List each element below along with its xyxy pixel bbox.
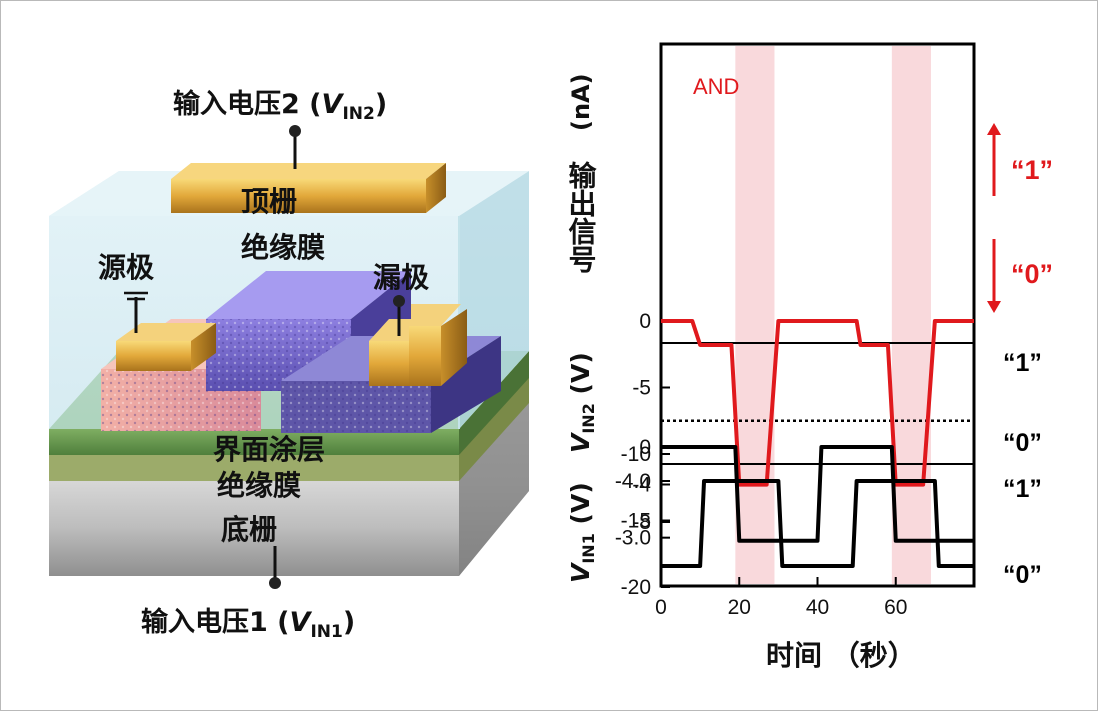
input-voltage-2-label: 输入电压2 (VIN2) <box>173 88 387 124</box>
axis-ticks: 0 -5 -10 -15 -20 -8 -4 0 -4.0 -3.0 0 20 40 60 <box>615 310 908 619</box>
xtick-label: 40 <box>806 596 829 619</box>
vin1-state-high: “1” <box>1003 475 1042 503</box>
xtick-label: 20 <box>728 596 751 619</box>
logic-timing-chart: 0 -5 -10 -15 -20 -8 -4 0 -4.0 -3.0 0 20 40 60 AND “1”… <box>565 42 1053 672</box>
output-ylabel-unit: (nA) <box>567 73 595 131</box>
device-illustration <box>49 125 529 589</box>
vin2-ylabel: VIN2 (V) <box>566 352 598 453</box>
output-state-low: “0” <box>1011 259 1053 289</box>
vin1-trace <box>661 479 974 568</box>
ytick-label: -20 <box>621 576 651 599</box>
bottom-insulator-label: 绝缘膜 <box>217 469 301 502</box>
input-voltage-1-label: 输入电压1 (VIN1) <box>141 606 355 642</box>
highlight-band-2 <box>891 46 931 584</box>
interface-coating-label: 界面涂层 <box>213 433 325 466</box>
highlight-band-1 <box>735 46 775 584</box>
vin2-state-low: “0” <box>1003 429 1042 457</box>
vin1-state-low: “0” <box>1003 561 1042 589</box>
ytick-label: 0 <box>639 436 651 459</box>
xtick-label: 60 <box>884 596 907 619</box>
bottom-gate-label: 底栅 <box>221 513 277 546</box>
drain-label: 漏极 <box>373 261 429 294</box>
output-state-high: “1” <box>1011 155 1053 185</box>
bottom-insulator-layer <box>49 376 529 481</box>
bottom-gate-layer <box>49 401 529 576</box>
ytick-label: -10 <box>621 443 651 466</box>
ytick-label: -4 <box>632 474 651 497</box>
source-label: 源极 <box>98 251 154 284</box>
ytick-label: -4.0 <box>615 470 651 493</box>
traces <box>661 319 974 568</box>
top-gate-electrode <box>171 125 446 213</box>
highlight-bands <box>735 46 931 584</box>
vin1-ylabel: VIN1 (V) <box>566 482 598 583</box>
ytick-label: -15 <box>621 510 651 533</box>
and-annotation: AND <box>693 74 739 99</box>
vin2-state-high: “1” <box>1003 349 1042 377</box>
vin2-trace <box>661 445 974 543</box>
output-ylabel: 输出信号 (nA) <box>565 73 598 273</box>
source-electrode <box>116 291 216 371</box>
ytick-label: 0 <box>639 310 651 333</box>
ytick-label: -8 <box>632 511 651 534</box>
output-ylabel-text: 输出信号 <box>565 160 598 273</box>
bottom-gate-lead <box>269 546 281 589</box>
output-trace <box>661 319 974 487</box>
top-gate-label: 顶栅 <box>241 185 297 218</box>
xtick-label: 0 <box>655 596 667 619</box>
ytick-label: -3.0 <box>615 527 651 550</box>
top-insulator-label: 绝缘膜 <box>241 231 325 264</box>
ytick-label: -5 <box>632 377 651 400</box>
drain-electrode <box>369 295 467 386</box>
time-xlabel: 时间 （秒） <box>766 639 916 672</box>
output-state-arrows <box>987 123 1001 313</box>
